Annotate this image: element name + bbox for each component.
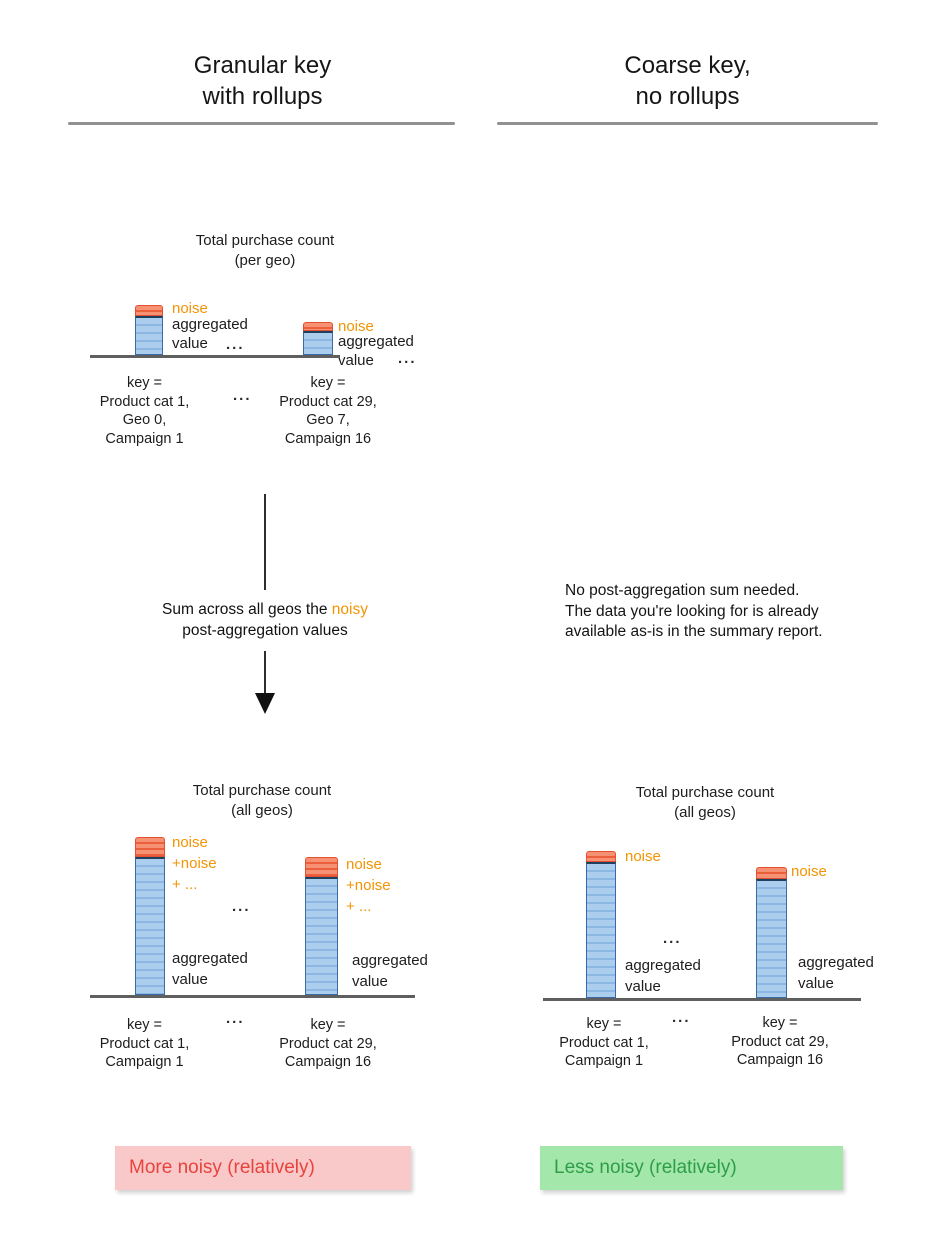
- ellipsis: ...: [226, 336, 245, 353]
- bar-noise-segment: [756, 867, 787, 879]
- axis-baseline-all-geos-right: [543, 998, 861, 1001]
- bar-value-segment: [135, 316, 163, 355]
- verdict-more-noisy: More noisy (relatively): [115, 1146, 411, 1190]
- ellipsis: ...: [232, 898, 251, 915]
- key-label-2: key = Product cat 29, Geo 7, Campaign 16: [279, 375, 377, 447]
- noise-label: noise: [791, 863, 827, 880]
- chart-title-all-geos-right: Total purchase count (all geos): [635, 784, 775, 821]
- noise-stack-label: noise +noise + ...: [172, 834, 217, 893]
- aggregated-value-label: aggregated value: [352, 952, 428, 990]
- key-label-1: key = Product cat 1, Geo 0, Campaign 1: [99, 375, 190, 447]
- bar-noise-segment: [305, 857, 338, 877]
- verdict-less-noisy-label: Less noisy (relatively): [554, 1157, 737, 1178]
- bar-value-segment: [305, 877, 338, 995]
- ellipsis: ...: [233, 387, 252, 404]
- aggregated-value-label: aggregated value: [338, 333, 414, 369]
- bar-per-geo-2: [303, 322, 333, 355]
- ellipsis: ...: [398, 350, 417, 367]
- bar-value-segment: [756, 879, 787, 998]
- no-sum-note: No post-aggregation sum needed. The data…: [565, 582, 823, 640]
- aggregated-value-label: aggregated value: [172, 950, 248, 988]
- noise-label: noise: [625, 848, 661, 865]
- verdict-more-noisy-label: More noisy (relatively): [129, 1157, 315, 1178]
- bar-all-geos-left-1: [135, 837, 165, 995]
- key-label-1: key = Product cat 1, Campaign 1: [99, 1017, 190, 1070]
- bar-value-segment: [586, 862, 616, 998]
- chart-title-per-geo: Total purchase count (per geo): [195, 232, 335, 269]
- flow-arrow-line-top: [264, 494, 266, 590]
- flow-caption: Sum across all geos the noisy post-aggre…: [110, 599, 420, 641]
- bar-noise-segment: [135, 837, 165, 857]
- axis-baseline-all-geos-left: [90, 995, 415, 998]
- verdict-less-noisy: Less noisy (relatively): [540, 1146, 843, 1190]
- ellipsis: ...: [226, 1010, 245, 1027]
- flow-caption-line2: post-aggregation values: [182, 622, 348, 639]
- column-header-left: Granular key with rollups: [193, 52, 332, 110]
- key-label-2: key = Product cat 29, Campaign 16: [279, 1017, 377, 1070]
- key-label-2: key = Product cat 29, Campaign 16: [731, 1015, 829, 1068]
- column-divider-left: [68, 122, 455, 125]
- flow-caption-prefix: Sum across all geos the: [162, 601, 332, 618]
- bar-all-geos-right-2: [756, 867, 787, 998]
- column-divider-right: [497, 122, 878, 125]
- flow-arrow-line-bottom: [264, 651, 266, 694]
- ellipsis: ...: [663, 930, 682, 947]
- key-label-1: key = Product cat 1, Campaign 1: [559, 1016, 649, 1069]
- bar-value-segment: [303, 331, 333, 355]
- noise-label: noise: [172, 300, 208, 317]
- axis-baseline-per-geo: [90, 355, 340, 358]
- aggregated-value-label: aggregated value: [798, 954, 874, 992]
- aggregated-value-label: aggregated value: [172, 316, 248, 352]
- flow-caption-highlight: noisy: [331, 601, 368, 618]
- aggregated-value-label: aggregated value: [625, 957, 701, 995]
- chart-title-all-geos-left: Total purchase count (all geos): [192, 782, 332, 819]
- bar-all-geos-right-1: [586, 851, 616, 998]
- bar-noise-segment: [586, 851, 616, 862]
- bar-value-segment: [135, 857, 165, 995]
- column-header-right: Coarse key, no rollups: [624, 52, 751, 110]
- bar-noise-segment: [303, 322, 333, 331]
- bar-noise-segment: [135, 305, 163, 316]
- flow-arrow-head: [255, 693, 275, 714]
- bar-per-geo-1: [135, 305, 163, 355]
- noise-stack-label: noise +noise + ...: [346, 856, 391, 915]
- ellipsis: ...: [672, 1009, 691, 1026]
- noise-label: noise: [338, 318, 374, 335]
- bar-all-geos-left-2: [305, 857, 338, 995]
